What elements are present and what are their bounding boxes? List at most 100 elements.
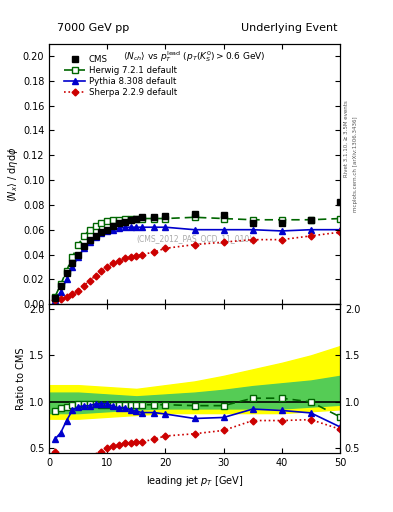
CMS <box>192 210 197 217</box>
Herwig 7.2.1 default <box>128 216 133 222</box>
Herwig 7.2.1 default <box>117 217 121 223</box>
Herwig 7.2.1 default <box>309 217 313 223</box>
CMS <box>338 199 342 205</box>
Pythia 8.308 default <box>99 230 104 237</box>
Legend: CMS, Herwig 7.2.1 default, Pythia 8.308 default, Sherpa 2.2.9 default: CMS, Herwig 7.2.1 default, Pythia 8.308 … <box>62 53 179 99</box>
Pythia 8.308 default <box>140 224 145 230</box>
Text: 7000 GeV pp: 7000 GeV pp <box>57 23 129 33</box>
CMS <box>105 227 110 233</box>
Herwig 7.2.1 default <box>134 216 139 222</box>
Sherpa 2.2.9 default <box>76 287 81 293</box>
Herwig 7.2.1 default <box>88 227 92 233</box>
Pythia 8.308 default <box>70 264 75 270</box>
Sherpa 2.2.9 default <box>93 272 98 279</box>
CMS <box>111 223 116 229</box>
Pythia 8.308 default <box>53 297 57 304</box>
Pythia 8.308 default <box>279 228 284 234</box>
Sherpa 2.2.9 default <box>151 249 156 255</box>
Sherpa 2.2.9 default <box>338 229 342 235</box>
CMS <box>163 213 168 219</box>
Pythia 8.308 default <box>192 227 197 233</box>
Herwig 7.2.1 default <box>151 216 156 222</box>
CMS <box>53 295 57 301</box>
Text: (CMS_2012_PAS_QCD_11_010): (CMS_2012_PAS_QCD_11_010) <box>136 234 253 244</box>
Pythia 8.308 default <box>151 224 156 230</box>
Sherpa 2.2.9 default <box>117 258 121 264</box>
Herwig 7.2.1 default <box>250 217 255 223</box>
CMS <box>82 243 86 249</box>
CMS <box>279 221 284 227</box>
Herwig 7.2.1 default <box>76 242 81 248</box>
CMS <box>128 217 133 223</box>
Herwig 7.2.1 default <box>338 216 342 222</box>
Pythia 8.308 default <box>221 227 226 233</box>
Sherpa 2.2.9 default <box>128 254 133 260</box>
Sherpa 2.2.9 default <box>192 242 197 248</box>
CMS <box>88 237 92 243</box>
CMS <box>134 216 139 222</box>
Sherpa 2.2.9 default <box>82 283 86 289</box>
Pythia 8.308 default <box>111 227 116 233</box>
Sherpa 2.2.9 default <box>134 253 139 259</box>
Sherpa 2.2.9 default <box>140 251 145 258</box>
CMS <box>76 251 81 258</box>
CMS <box>64 270 69 276</box>
Y-axis label: Ratio to CMS: Ratio to CMS <box>16 348 26 410</box>
Herwig 7.2.1 default <box>82 233 86 239</box>
Pythia 8.308 default <box>64 276 69 283</box>
Text: Rivet 3.1.10, ≥ 3.5M events: Rivet 3.1.10, ≥ 3.5M events <box>344 100 349 177</box>
Pythia 8.308 default <box>76 254 81 260</box>
Sherpa 2.2.9 default <box>250 237 255 243</box>
CMS <box>59 283 63 289</box>
X-axis label: leading jet $p_T$ [GeV]: leading jet $p_T$ [GeV] <box>146 474 243 487</box>
Herwig 7.2.1 default <box>140 216 145 222</box>
Herwig 7.2.1 default <box>64 268 69 274</box>
Pythia 8.308 default <box>117 225 121 231</box>
Y-axis label: $\langle N_x \rangle$ / d$\eta$d$\phi$: $\langle N_x \rangle$ / d$\eta$d$\phi$ <box>6 146 20 202</box>
Herwig 7.2.1 default <box>163 216 168 222</box>
Pythia 8.308 default <box>105 228 110 234</box>
Herwig 7.2.1 default <box>122 216 127 222</box>
Pythia 8.308 default <box>59 289 63 295</box>
Pythia 8.308 default <box>88 239 92 245</box>
Herwig 7.2.1 default <box>59 281 63 287</box>
Pythia 8.308 default <box>163 224 168 230</box>
Sherpa 2.2.9 default <box>64 294 69 300</box>
Sherpa 2.2.9 default <box>53 297 57 304</box>
Sherpa 2.2.9 default <box>122 255 127 261</box>
Pythia 8.308 default <box>338 227 342 233</box>
Pythia 8.308 default <box>93 234 98 240</box>
Herwig 7.2.1 default <box>105 218 110 224</box>
Herwig 7.2.1 default <box>70 254 75 260</box>
CMS <box>99 229 104 235</box>
Text: $\langle N_{ch}\rangle$ vs $p_T^{\rm lead}$ ($p_T(K_S^0) > 0.6$ GeV): $\langle N_{ch}\rangle$ vs $p_T^{\rm lea… <box>123 49 266 63</box>
Sherpa 2.2.9 default <box>59 296 63 302</box>
Line: Herwig 7.2.1 default: Herwig 7.2.1 default <box>52 215 343 300</box>
Line: Sherpa 2.2.9 default: Sherpa 2.2.9 default <box>53 230 342 303</box>
CMS <box>221 212 226 218</box>
Pythia 8.308 default <box>250 227 255 233</box>
Sherpa 2.2.9 default <box>99 268 104 274</box>
Herwig 7.2.1 default <box>221 216 226 222</box>
Text: mcplots.cern.ch [arXiv:1306.3436]: mcplots.cern.ch [arXiv:1306.3436] <box>353 116 358 211</box>
CMS <box>151 214 156 220</box>
Sherpa 2.2.9 default <box>70 291 75 297</box>
CMS <box>309 217 313 223</box>
Sherpa 2.2.9 default <box>88 278 92 284</box>
CMS <box>70 260 75 266</box>
CMS <box>250 221 255 227</box>
Herwig 7.2.1 default <box>93 223 98 229</box>
Pythia 8.308 default <box>128 224 133 230</box>
Text: Underlying Event: Underlying Event <box>241 23 337 33</box>
Sherpa 2.2.9 default <box>221 239 226 245</box>
Herwig 7.2.1 default <box>111 217 116 223</box>
Line: Pythia 8.308 default: Pythia 8.308 default <box>52 224 343 303</box>
CMS <box>117 221 121 227</box>
Pythia 8.308 default <box>309 227 313 233</box>
Pythia 8.308 default <box>122 224 127 230</box>
Sherpa 2.2.9 default <box>105 264 110 270</box>
Sherpa 2.2.9 default <box>279 237 284 243</box>
Herwig 7.2.1 default <box>279 217 284 223</box>
Herwig 7.2.1 default <box>192 214 197 220</box>
Herwig 7.2.1 default <box>99 221 104 227</box>
